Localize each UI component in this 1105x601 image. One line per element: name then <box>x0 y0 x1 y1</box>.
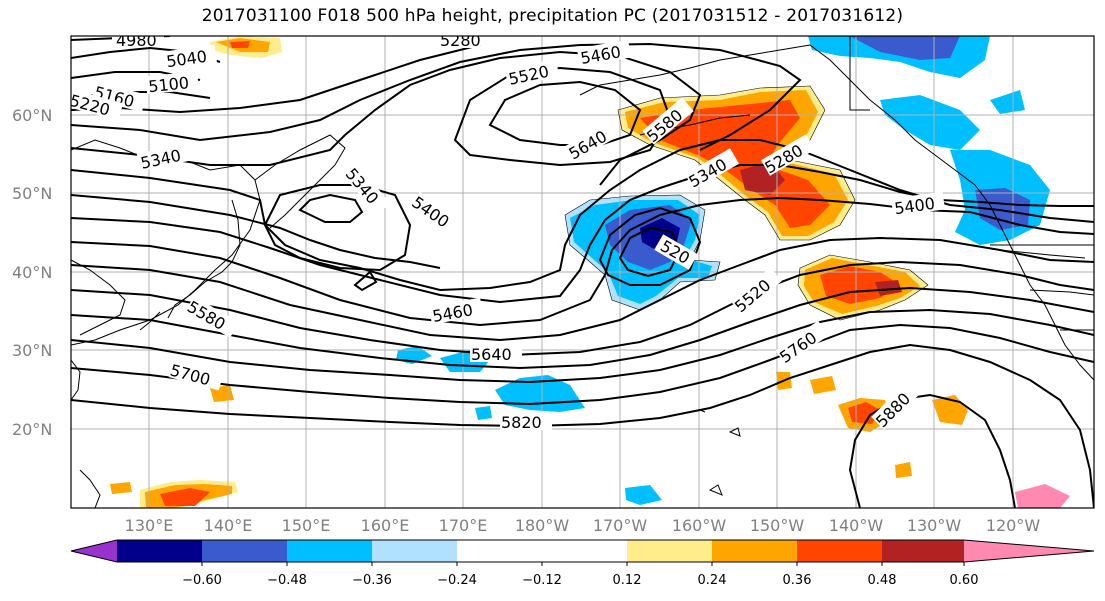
lat-label: 60°N <box>12 106 52 125</box>
colorbar-tick-label: −0.12 <box>522 573 562 588</box>
colorbar-segment <box>797 540 882 562</box>
precip-blob-negative <box>1015 484 1070 508</box>
lon-label: 150°E <box>282 516 331 535</box>
precip-blob-positive <box>895 462 912 478</box>
precip-blob-negative <box>975 188 1030 230</box>
colorbar-tick-label: 0.60 <box>950 573 979 588</box>
colorbar-segment <box>964 540 1094 562</box>
colorbar-tick-label: −0.36 <box>352 573 392 588</box>
colorbar-segment <box>287 540 372 562</box>
precip-blob-positive <box>230 41 250 48</box>
contour-label: 4980 <box>116 31 157 50</box>
precip-blob-negative <box>475 406 492 420</box>
colorbar-tick-label: −0.48 <box>267 573 307 588</box>
contour-label: 5820 <box>501 413 542 432</box>
precip-blob-positive <box>160 488 210 506</box>
precip-blob-positive <box>875 280 902 296</box>
lon-label: 130°E <box>125 516 174 535</box>
precip-blob-negative <box>850 36 960 60</box>
page-title: 2017031100 F018 500 hPa height, precipit… <box>201 6 904 26</box>
colorbar: −0.60 −0.48 −0.36 −0.24 −0.12 0.12 0.24 … <box>70 539 1095 588</box>
lon-label: 160°E <box>361 516 410 535</box>
lon-label: 170°W <box>593 516 648 535</box>
lon-label: 160°W <box>672 516 727 535</box>
colorbar-segment <box>457 540 627 562</box>
colorbar-tick-label: −0.60 <box>182 573 222 588</box>
precip-blob-positive <box>110 482 132 494</box>
colorbar-tick-label: 0.24 <box>698 573 727 588</box>
colorbar-segment <box>882 540 964 562</box>
lat-label: 50°N <box>12 184 52 203</box>
colorbar-outline <box>70 539 1095 563</box>
lat-label: 40°N <box>12 263 52 282</box>
precip-blob-positive <box>810 376 836 394</box>
contour-label: 5280 <box>440 31 481 50</box>
lat-label: 30°N <box>12 341 52 360</box>
precip-blob-negative <box>990 90 1025 114</box>
colorbar-segment <box>117 540 202 562</box>
colorbar-tick-label: −0.24 <box>437 573 477 588</box>
lon-label: 140°W <box>829 516 884 535</box>
lat-axis-labels: 60°N 50°N 40°N 30°N 20°N <box>12 106 52 439</box>
precip-outlines <box>564 85 929 321</box>
contour-label: 5100 <box>147 73 189 96</box>
precip-blob-negative <box>880 95 980 150</box>
colorbar-tick-label: 0.36 <box>783 573 812 588</box>
colorbar-tick-label: 0.12 <box>613 573 642 588</box>
colorbar-tick-label: 0.48 <box>868 573 897 588</box>
colorbar-segment <box>712 540 797 562</box>
contour-label: 5640 <box>471 345 512 364</box>
lon-label: 120°W <box>986 516 1041 535</box>
lon-label: 170°E <box>439 516 488 535</box>
lat-label: 20°N <box>12 420 52 439</box>
colorbar-segment <box>372 540 457 562</box>
map-frame <box>70 35 1095 509</box>
graticule <box>71 36 1094 508</box>
precip-blob-negative <box>625 485 662 505</box>
colorbar-segment <box>202 540 287 562</box>
lon-label: 150°W <box>750 516 805 535</box>
colorbar-segment <box>71 540 117 562</box>
lon-label: 130°W <box>907 516 962 535</box>
lon-label: 180°W <box>515 516 570 535</box>
colorbar-segment <box>627 540 712 562</box>
lon-axis-labels: 130°E 140°E 150°E 160°E 170°E 180°W 170°… <box>125 516 1041 535</box>
lon-label: 140°E <box>204 516 253 535</box>
